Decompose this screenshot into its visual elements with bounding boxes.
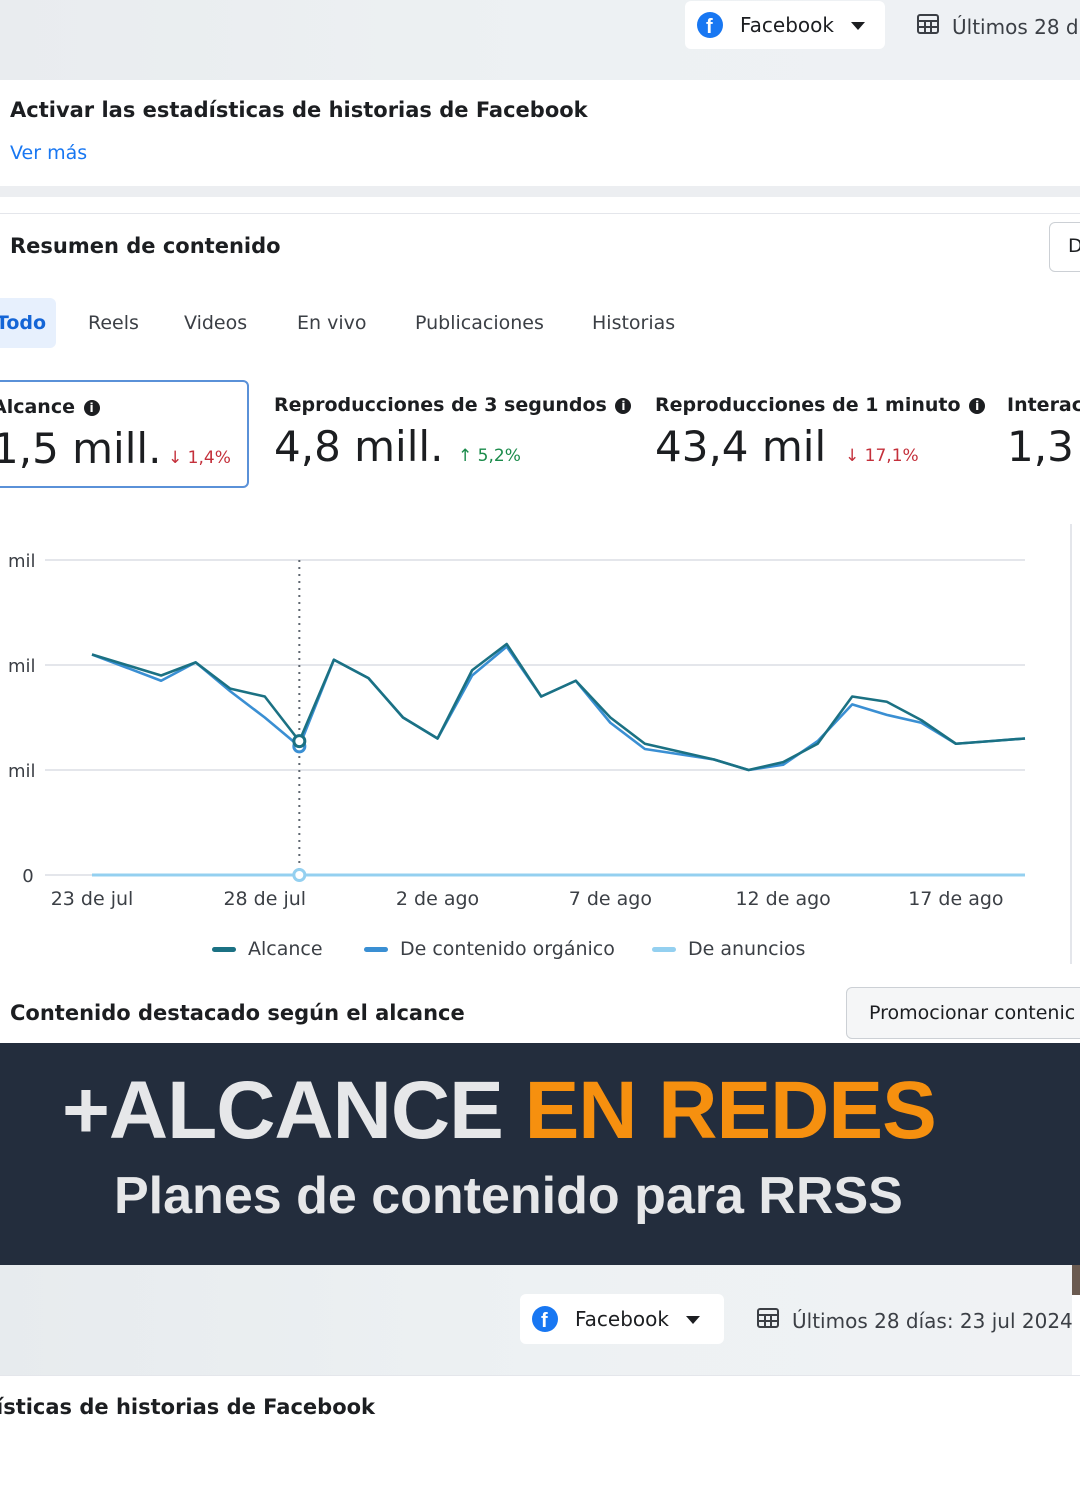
legend-label: Alcance <box>248 938 323 960</box>
section-divider <box>0 186 1080 197</box>
date-range-label: Últimos 28 dí <box>952 14 1080 39</box>
promote-content-button[interactable]: Promocionar contenic <box>846 987 1080 1039</box>
arrow-down-icon: ↓ <box>845 446 860 466</box>
date-range-label: Últimos 28 días: 23 jul 2024 <box>792 1308 1073 1333</box>
x-tick-label: 2 de ago <box>396 888 479 910</box>
metric-delta: 5,2% <box>477 446 521 466</box>
metric-delta: 1,4% <box>187 448 231 468</box>
banner-headline-white: +ALCANCE <box>62 1065 504 1156</box>
metric-value: 1,3 <box>1007 422 1074 471</box>
metric-value: 1,5 mill. <box>0 424 162 473</box>
content-summary-title: Resumen de contenido <box>10 234 281 258</box>
bottom-stories-card-title: ísticas de historias de Facebook <box>0 1395 376 1419</box>
y-tick-label: mil <box>8 656 36 677</box>
tab-historias[interactable]: Historias <box>592 312 676 334</box>
info-icon[interactable]: i <box>615 398 632 414</box>
info-icon[interactable]: i <box>83 400 100 416</box>
reach-line-chart[interactable]: 0 mil mil mil 23 de jul 28 de jul 2 de ago 7 de… <box>0 520 1070 920</box>
x-tick-label: 17 de ago <box>908 888 1003 910</box>
bottom-date-range-selector[interactable]: Últimos 28 días: 23 jul 2024 <box>756 1306 1073 1335</box>
legend-swatch <box>364 946 388 952</box>
legend-label: De anuncios <box>688 938 806 960</box>
metric-card-1min-plays[interactable]: Reproducciones de 1 minuto i 43,4 mil ↓ … <box>655 380 986 488</box>
x-tick-label: 23 de jul <box>51 888 134 910</box>
legend-item-anuncios[interactable]: De anuncios <box>652 938 805 960</box>
facebook-logo-icon: f <box>532 1306 558 1332</box>
metric-label: Reproducciones de 3 segundos <box>274 394 607 416</box>
facebook-logo-icon: f <box>697 12 723 38</box>
svg-text:f: f <box>706 16 713 38</box>
x-tick-label: 7 de ago <box>569 888 652 910</box>
tab-en-vivo[interactable]: En vivo <box>297 312 367 334</box>
see-more-link[interactable]: Ver más <box>10 142 88 164</box>
promo-banner <box>0 1043 1080 1265</box>
metric-card-interactions[interactable]: Interac 1,3 <box>1007 380 1080 488</box>
legend-item-organico[interactable]: De contenido orgánico <box>364 938 615 960</box>
platform-selector-label: Facebook <box>740 13 834 37</box>
x-tick-label: 12 de ago <box>735 888 830 910</box>
stories-insights-card <box>0 80 1080 187</box>
metric-card-3s-plays[interactable]: Reproducciones de 3 segundos i 4,8 mill.… <box>274 380 634 488</box>
metric-card-alcance[interactable]: Alcance i 1,5 mill. ↓ 1,4% <box>0 380 249 488</box>
summary-side-button[interactable]: D <box>1049 222 1080 272</box>
platform-selector[interactable]: f Facebook <box>685 1 885 49</box>
chevron-down-icon <box>850 16 866 35</box>
tab-videos[interactable]: Videos <box>184 312 248 334</box>
metric-value: 4,8 mill. <box>274 422 444 471</box>
banner-headline: +ALCANCE EN REDES <box>62 1064 937 1158</box>
legend-swatch <box>212 946 236 952</box>
svg-text:f: f <box>541 1310 548 1332</box>
bottom-stories-card <box>0 1375 1080 1486</box>
legend-item-alcance[interactable]: Alcance <box>212 938 323 960</box>
arrow-up-icon: ↑ <box>458 446 473 466</box>
banner-subtitle: Planes de contenido para RRSS <box>114 1167 903 1225</box>
x-tick-label: 28 de jul <box>223 888 306 910</box>
platform-selector-label: Facebook <box>575 1307 669 1331</box>
chevron-down-icon <box>685 1310 701 1329</box>
banner-headline-orange: EN REDES <box>524 1065 937 1156</box>
featured-content-title: Contenido destacado según el alcance <box>10 1001 465 1025</box>
date-range-selector[interactable]: Últimos 28 dí <box>916 12 1080 41</box>
metric-delta: 17,1% <box>864 446 919 466</box>
calendar-icon <box>916 12 940 41</box>
hover-point-alcance <box>292 734 307 749</box>
legend-swatch <box>652 946 676 952</box>
y-tick-label: mil <box>8 761 36 782</box>
tab-todo[interactable]: Todo <box>0 298 56 348</box>
series-line-alcance <box>91 642 1026 772</box>
hover-point-anuncios <box>292 868 307 882</box>
tab-reels[interactable]: Reels <box>88 312 139 334</box>
info-icon[interactable]: i <box>969 398 986 414</box>
bottom-platform-selector[interactable]: f Facebook <box>520 1294 724 1344</box>
legend-label: De contenido orgánico <box>400 938 615 960</box>
y-tick-label: 0 <box>22 866 33 887</box>
metric-label: Alcance <box>0 396 75 418</box>
metric-value: 43,4 mil <box>655 422 827 471</box>
edge-strip <box>1072 1265 1080 1295</box>
scroll-divider <box>1070 524 1072 964</box>
calendar-icon <box>756 1306 780 1335</box>
y-tick-label: mil <box>8 551 36 572</box>
top-toolbar <box>0 0 1080 80</box>
metric-label: Reproducciones de 1 minuto <box>655 394 961 416</box>
tab-publicaciones[interactable]: Publicaciones <box>415 312 544 334</box>
stories-card-title: Activar las estadísticas de historias de… <box>10 98 588 122</box>
metric-label: Interac <box>1007 394 1080 416</box>
arrow-down-icon: ↓ <box>168 448 183 468</box>
